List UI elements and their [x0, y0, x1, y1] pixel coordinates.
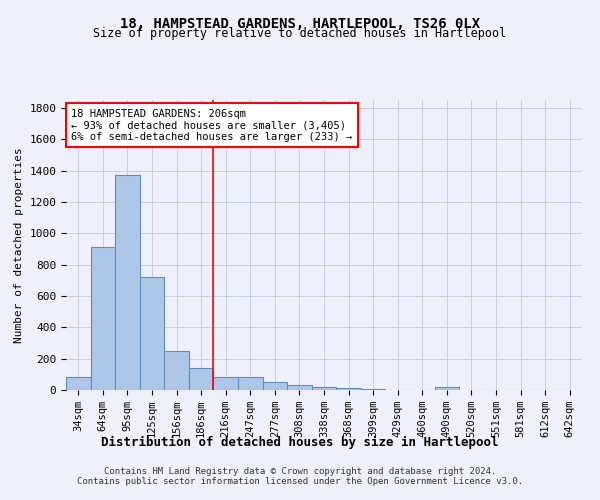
Text: 18, HAMPSTEAD GARDENS, HARTLEPOOL, TS26 0LX: 18, HAMPSTEAD GARDENS, HARTLEPOOL, TS26 …: [120, 18, 480, 32]
Bar: [263, 382, 287, 390]
Bar: [189, 368, 214, 390]
Bar: [238, 378, 263, 390]
Text: Contains public sector information licensed under the Open Government Licence v3: Contains public sector information licen…: [77, 477, 523, 486]
Text: Contains HM Land Registry data © Crown copyright and database right 2024.: Contains HM Land Registry data © Crown c…: [104, 467, 496, 476]
Bar: [164, 351, 189, 390]
Bar: [91, 248, 115, 390]
Bar: [361, 389, 385, 390]
Text: Size of property relative to detached houses in Hartlepool: Size of property relative to detached ho…: [94, 28, 506, 40]
Text: 18 HAMPSTEAD GARDENS: 206sqm
← 93% of detached houses are smaller (3,405)
6% of : 18 HAMPSTEAD GARDENS: 206sqm ← 93% of de…: [71, 108, 352, 142]
Bar: [214, 376, 238, 390]
Bar: [336, 388, 361, 390]
Bar: [287, 386, 312, 390]
Bar: [140, 277, 164, 390]
Bar: [434, 387, 459, 390]
Text: Distribution of detached houses by size in Hartlepool: Distribution of detached houses by size …: [101, 436, 499, 449]
Y-axis label: Number of detached properties: Number of detached properties: [14, 147, 24, 343]
Bar: [66, 378, 91, 390]
Bar: [115, 175, 140, 390]
Bar: [312, 387, 336, 390]
